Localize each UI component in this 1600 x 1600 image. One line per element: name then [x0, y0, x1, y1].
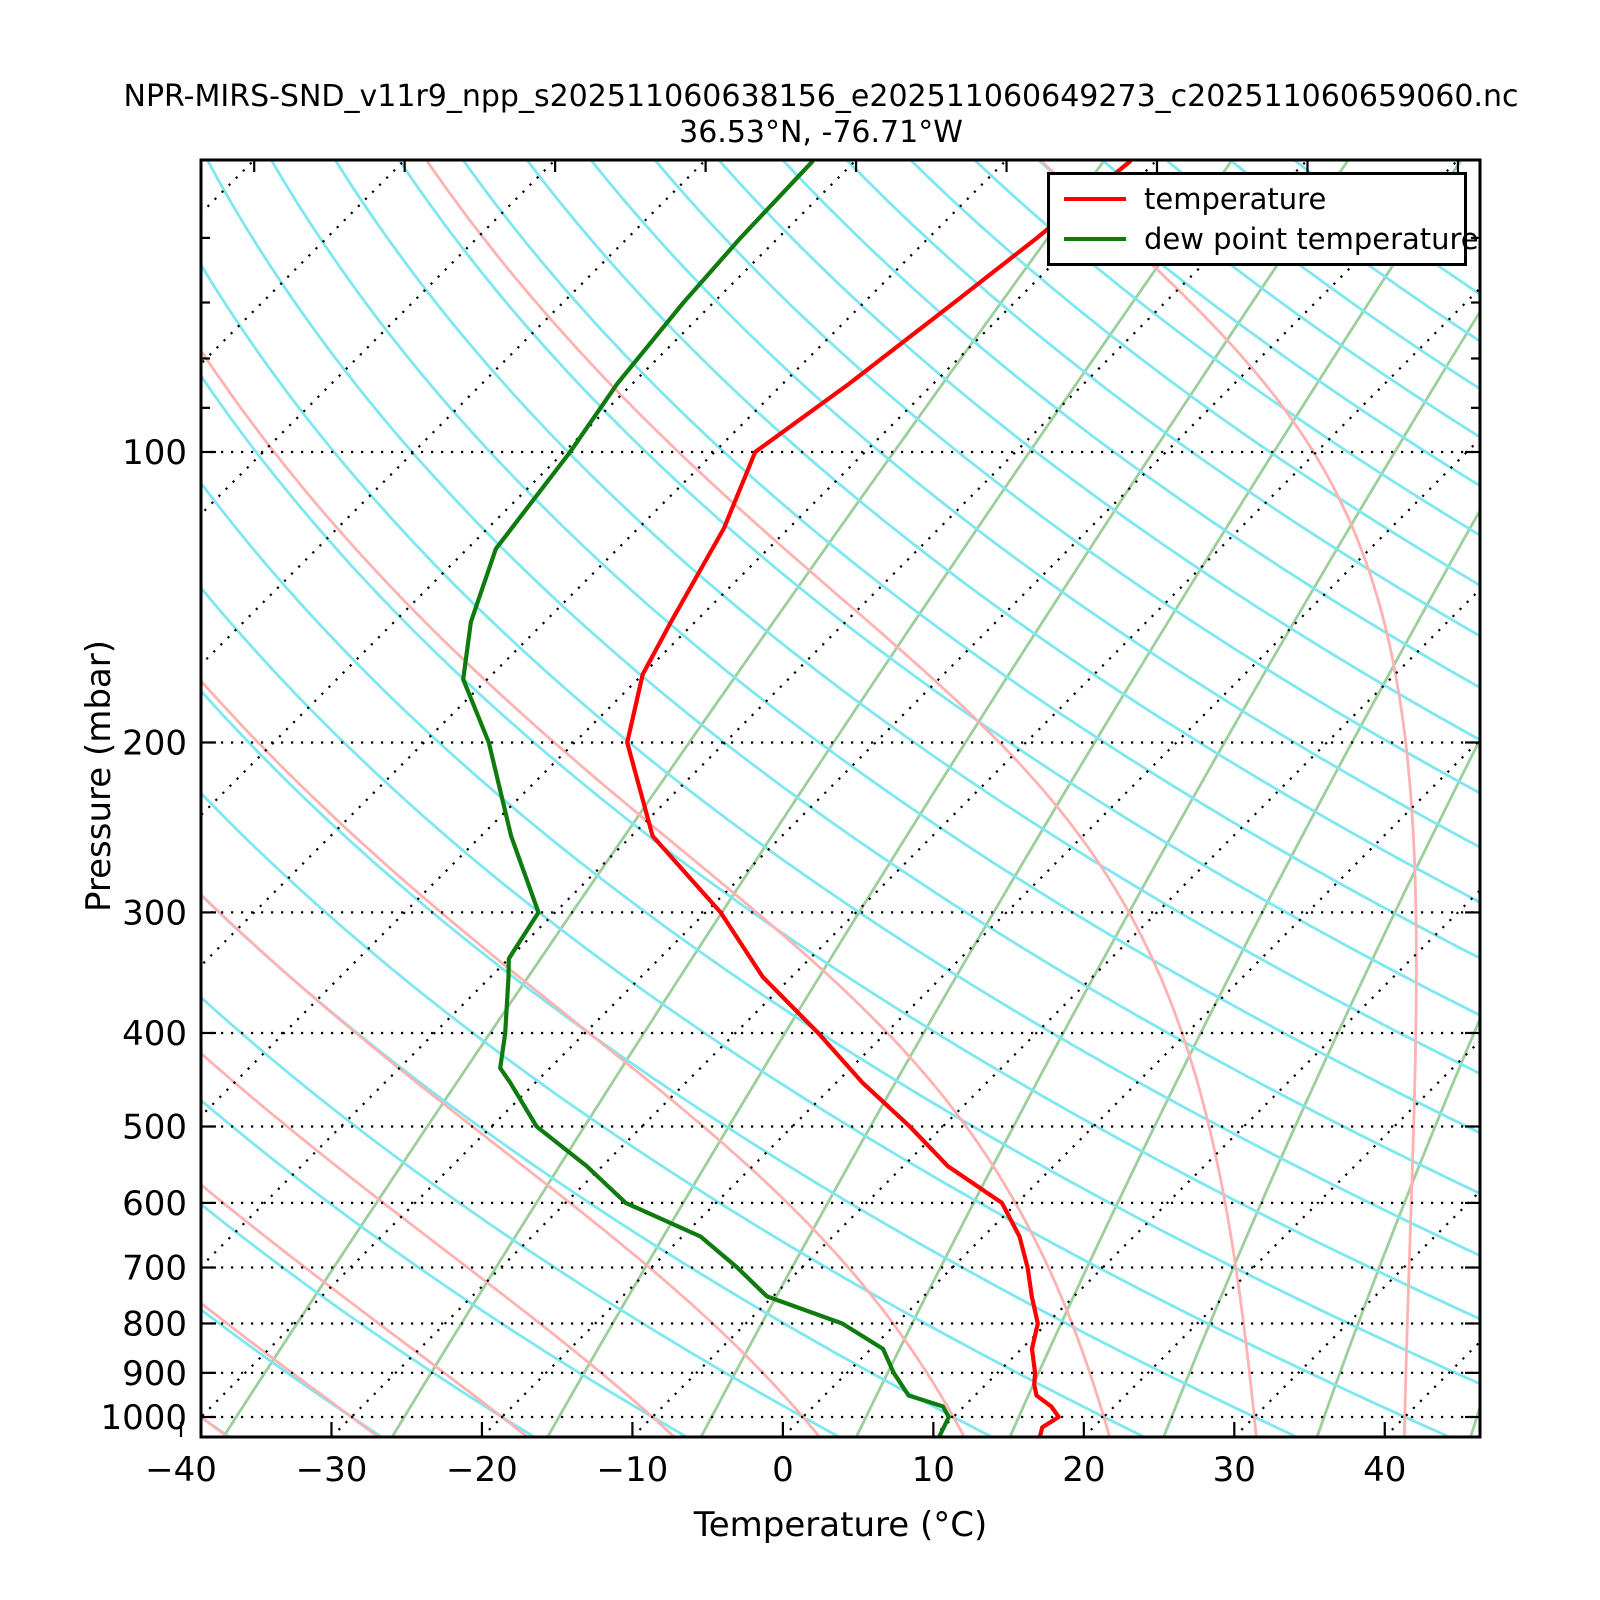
y-tick-label: 1000 — [100, 1398, 187, 1438]
dew-point-line-swatch — [1064, 237, 1126, 241]
dry-adiabat-line — [525, 160, 1480, 904]
y-tick-label: 400 — [122, 1014, 187, 1054]
legend-item-temperature: temperature — [1064, 181, 1464, 216]
dry-adiabat-line — [589, 160, 1480, 849]
plot-border — [199, 158, 1482, 1439]
dry-adiabat-line — [201, 585, 1450, 1437]
temperature-line-swatch — [1064, 197, 1126, 201]
isotherm-gridlines — [201, 160, 1480, 1437]
dry-adiabat-line — [201, 893, 993, 1437]
mixing-ratio-line — [1469, 1401, 1480, 1437]
y-tick-label: 200 — [122, 723, 187, 763]
dry-adiabat-line — [201, 995, 840, 1437]
moist-adiabats — [201, 160, 1418, 1437]
dew-point-curve — [461, 160, 951, 1437]
dry-adiabat-line — [1293, 160, 1480, 296]
dry-adiabat-line — [909, 160, 1480, 588]
y-tick-label: 900 — [122, 1354, 187, 1394]
legend: temperature dew point temperature — [1047, 172, 1479, 266]
figure-title: NPR-MIRS-SND_v11r9_npp_s202511060638156_… — [123, 79, 1519, 114]
moist-adiabat-line — [201, 1051, 676, 1437]
y-tick-label: 700 — [122, 1249, 187, 1289]
moist-adiabat-line — [201, 678, 966, 1437]
x-tick-label: −20 — [446, 1450, 518, 1490]
mixing-ratio-line — [390, 160, 1234, 1437]
x-axis-label: Temperature (°C) — [693, 1505, 988, 1545]
isotherm-line — [932, 888, 1480, 1437]
dry-adiabat-line — [201, 1307, 383, 1437]
plot-area — [201, 160, 1480, 1437]
y-tick-label: 500 — [122, 1108, 187, 1148]
moist-adiabat-line — [201, 1182, 529, 1437]
mixing-ratio-line — [1315, 1015, 1480, 1437]
moist-adiabat-line — [201, 1301, 380, 1437]
dry-adiabat-line — [201, 1098, 688, 1437]
moist-adiabat-line — [201, 892, 821, 1437]
y-tick-label: 600 — [122, 1184, 187, 1224]
dry-adiabat-line — [1165, 160, 1480, 391]
moist-adiabat-line — [425, 160, 1258, 1437]
dry-adiabat-line — [781, 160, 1480, 690]
x-tick-label: 20 — [1062, 1450, 1105, 1490]
dry-adiabat-line — [206, 160, 1480, 1196]
dry-adiabat-line — [1101, 160, 1480, 439]
isotherm-line — [782, 738, 1480, 1437]
x-tick-label: 40 — [1363, 1450, 1406, 1490]
dry-adiabat-line — [270, 160, 1480, 1135]
x-tick-label: −10 — [597, 1450, 669, 1490]
x-tick-label: 30 — [1213, 1450, 1256, 1490]
y-axis-label: Pressure (mbar) — [79, 639, 119, 913]
isotherm-line — [481, 437, 1480, 1437]
mixing-ratio-line — [699, 160, 1463, 1437]
mixing-ratio-line — [1162, 736, 1480, 1437]
isotherm-line — [201, 160, 1459, 1419]
x-tick-label: 10 — [912, 1450, 955, 1490]
isotherm-line — [330, 286, 1480, 1437]
moist-adiabat-line — [1039, 160, 1418, 1437]
dry-adiabat-line — [334, 160, 1480, 1076]
dry-adiabat-line — [201, 1202, 535, 1437]
y-tick-label: 800 — [122, 1304, 187, 1344]
x-tick-label: 0 — [772, 1450, 794, 1490]
dry-adiabat-line — [1037, 160, 1480, 488]
isotherm-line — [1384, 1340, 1480, 1437]
moist-adiabat-line — [201, 348, 1112, 1437]
axis-ticks — [179, 160, 1480, 1437]
x-tick-label: −40 — [145, 1450, 217, 1490]
dry-adiabat-line — [845, 160, 1480, 638]
dry-adiabat-line — [201, 688, 1298, 1437]
dry-adiabat-line — [397, 160, 1480, 1017]
temperature-curve — [625, 160, 1132, 1437]
dry-adiabat-line — [201, 373, 1480, 1321]
dry-adiabat-line — [201, 262, 1480, 1258]
legend-item-dew-point: dew point temperature — [1064, 224, 1479, 254]
dry-adiabat-line — [1229, 160, 1480, 343]
y-tick-label: 300 — [122, 893, 187, 933]
dry-adiabats — [201, 160, 1480, 1437]
mixing-ratio-line — [222, 160, 1106, 1437]
legend-label-temperature: temperature — [1144, 181, 1327, 216]
dry-adiabat-line — [717, 160, 1480, 742]
mixing-ratio-line — [1008, 507, 1480, 1437]
x-tick-label: −30 — [296, 1450, 368, 1490]
mixing-ratio-line — [855, 309, 1480, 1437]
y-tick-label: 100 — [122, 433, 187, 473]
isotherm-line — [201, 160, 1309, 1269]
figure-subtitle-coordinates: 36.53°N, -76.71°W — [679, 115, 963, 150]
isotherm-line — [1233, 1189, 1480, 1437]
isotherm-line — [201, 160, 857, 817]
dry-adiabat-line — [973, 160, 1480, 537]
isotherm-line — [1083, 1039, 1480, 1437]
dry-adiabat-line — [201, 791, 1145, 1437]
sounding-profiles — [461, 160, 1132, 1437]
dry-adiabat-line — [461, 160, 1480, 960]
isotherm-line — [631, 587, 1480, 1437]
legend-label-dew-point: dew point temperature — [1144, 221, 1479, 256]
